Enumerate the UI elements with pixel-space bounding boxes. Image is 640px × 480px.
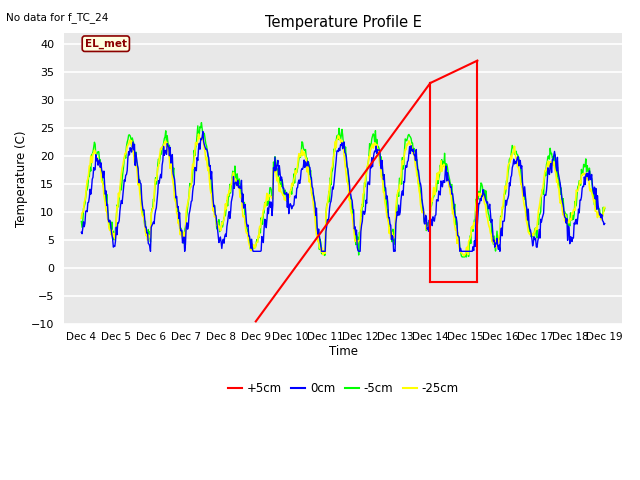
Legend: +5cm, 0cm, -5cm, -25cm: +5cm, 0cm, -5cm, -25cm bbox=[223, 378, 463, 400]
X-axis label: Time: Time bbox=[328, 345, 358, 358]
Text: EL_met: EL_met bbox=[85, 38, 127, 49]
Text: No data for f_TC_24: No data for f_TC_24 bbox=[6, 12, 109, 23]
Y-axis label: Temperature (C): Temperature (C) bbox=[15, 130, 28, 227]
Title: Temperature Profile E: Temperature Profile E bbox=[264, 15, 422, 30]
